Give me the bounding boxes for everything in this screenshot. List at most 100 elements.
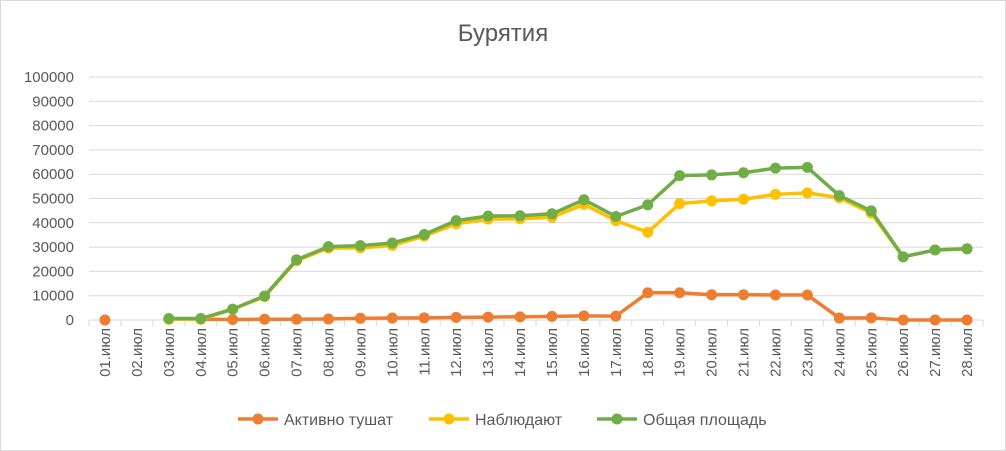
data-point — [706, 195, 718, 207]
data-point — [769, 162, 781, 174]
data-point — [546, 310, 558, 322]
data-point — [386, 237, 398, 249]
y-tick-label: 100000 — [24, 69, 74, 86]
data-point — [642, 287, 654, 299]
x-axis-ticks: 01.июл 02.июл 03.июл 04.июл 05.июл 06.июл 07.и… — [88, 319, 984, 377]
x-tick-label: 09.июл — [352, 328, 369, 377]
x-tick-label: 24.июл — [831, 328, 848, 377]
data-point — [706, 289, 718, 301]
data-point — [322, 241, 334, 253]
data-point — [674, 198, 686, 210]
x-tick-label: 07.июл — [289, 328, 306, 377]
series-line — [167, 191, 969, 322]
x-tick-label: 19.июл — [672, 328, 689, 377]
gridlines — [89, 76, 983, 321]
y-tick-label: 10000 — [32, 288, 74, 305]
data-point — [769, 289, 781, 301]
legend-label: Наблюдают — [475, 412, 563, 429]
data-point — [546, 208, 558, 220]
data-point — [801, 289, 813, 301]
data-point — [386, 312, 398, 324]
y-tick-label: 30000 — [32, 239, 74, 256]
x-tick-label: 04.июл — [193, 328, 210, 377]
data-point — [833, 190, 845, 202]
data-point — [514, 311, 526, 323]
legend-swatch-marker — [611, 413, 623, 425]
data-point — [291, 313, 303, 325]
data-point — [291, 254, 303, 266]
legend-swatch-marker — [443, 413, 455, 425]
chart-title: Бурятия — [457, 20, 549, 47]
data-point — [801, 161, 813, 173]
x-tick-label: 12.июл — [448, 328, 465, 377]
data-point — [610, 210, 622, 222]
x-tick-label: 28.июл — [959, 328, 976, 377]
data-point — [833, 312, 845, 324]
y-tick-label: 70000 — [32, 142, 74, 159]
data-point — [482, 311, 494, 323]
data-point — [865, 205, 877, 217]
data-point — [642, 226, 654, 238]
data-point — [354, 312, 366, 324]
x-tick-label: 26.июл — [895, 328, 912, 377]
data-point — [99, 314, 111, 326]
data-point — [929, 314, 941, 326]
data-point — [450, 215, 462, 227]
data-point — [259, 313, 271, 325]
legend-item: Наблюдают — [429, 412, 563, 429]
x-tick-label: 03.июл — [161, 328, 178, 377]
data-point — [259, 290, 271, 302]
data-point — [929, 244, 941, 256]
x-tick-label: 25.июл — [863, 328, 880, 377]
legend-label: Активно тушат — [284, 412, 394, 429]
x-tick-label: 20.июл — [704, 328, 721, 377]
series-line — [167, 165, 969, 321]
x-tick-label: 01.июл — [97, 328, 114, 377]
data-point — [450, 311, 462, 323]
x-tick-label: 08.июл — [320, 328, 337, 377]
data-point — [738, 193, 750, 205]
data-point — [578, 194, 590, 206]
x-tick-label: 14.июл — [512, 328, 529, 377]
data-point — [418, 312, 430, 324]
legend-item: Активно тушат — [238, 412, 394, 429]
data-point — [578, 310, 590, 322]
data-point — [418, 228, 430, 240]
data-point — [738, 289, 750, 301]
legend-item: Общая площадь — [597, 412, 767, 429]
x-tick-label: 06.июл — [257, 328, 274, 377]
data-point — [961, 243, 973, 255]
y-tick-label: 40000 — [32, 215, 74, 232]
x-tick-label: 27.июл — [927, 328, 944, 377]
y-tick-label: 60000 — [32, 166, 74, 183]
series-3 — [163, 161, 973, 325]
y-axis-ticks: 0 10000 20000 30000 40000 50000 60000 70000 8000… — [24, 69, 74, 329]
data-point — [195, 313, 207, 325]
x-tick-label: 18.июл — [640, 328, 657, 377]
data-point — [227, 314, 239, 326]
data-point — [865, 312, 877, 324]
legend-swatch-marker — [252, 413, 264, 425]
series-layer — [99, 161, 973, 326]
data-point — [897, 251, 909, 263]
x-tick-label: 11.июл — [416, 328, 433, 376]
x-tick-label: 17.июл — [608, 328, 625, 377]
data-point — [801, 187, 813, 199]
data-point — [514, 210, 526, 222]
x-tick-label: 02.июл — [129, 328, 146, 377]
series-1 — [99, 287, 973, 326]
data-point — [610, 310, 622, 322]
data-point — [674, 170, 686, 182]
legend-label: Общая площадь — [643, 412, 767, 429]
data-point — [961, 314, 973, 326]
y-tick-label: 90000 — [32, 93, 74, 110]
x-tick-label: 13.июл — [480, 328, 497, 377]
data-point — [738, 167, 750, 179]
data-point — [163, 313, 175, 325]
data-point — [706, 169, 718, 181]
x-tick-label: 16.июл — [576, 328, 593, 377]
data-point — [227, 303, 239, 315]
data-point — [354, 240, 366, 252]
